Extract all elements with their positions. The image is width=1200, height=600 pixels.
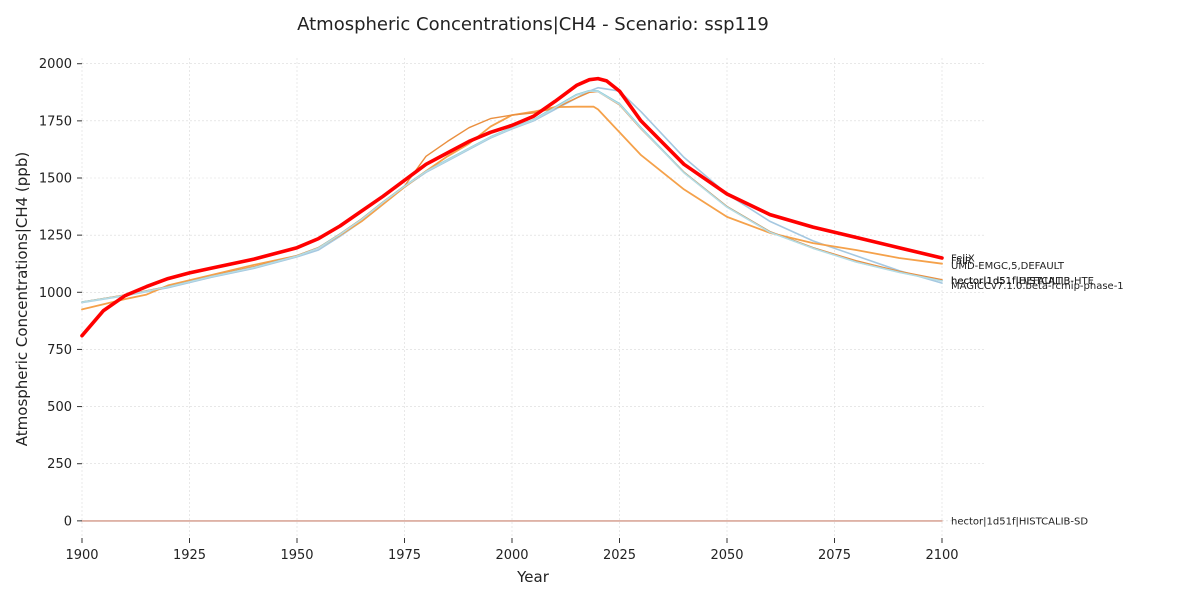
y-tick-label: 0 bbox=[64, 514, 72, 529]
y-tick-label: 500 bbox=[47, 400, 72, 415]
end-label: MAGICCv7.1.0.beta-rcmip-phase-1 bbox=[951, 281, 1124, 292]
x-tick-label: 1975 bbox=[388, 548, 421, 563]
end-label: FeliX bbox=[951, 254, 975, 265]
end-label: FaIR bbox=[951, 256, 972, 267]
x-axis-label: Year bbox=[516, 568, 550, 586]
x-tick-label: 1925 bbox=[173, 548, 206, 563]
x-tick-label: 2025 bbox=[603, 548, 636, 563]
y-tick-label: 750 bbox=[47, 343, 72, 358]
x-tick-label: 2050 bbox=[710, 548, 743, 563]
x-tick-label: 1900 bbox=[65, 548, 98, 563]
series-line-umd-emgc-5-default bbox=[81, 105, 943, 311]
x-tick-label: 2075 bbox=[818, 548, 851, 563]
x-axis: 1900 1925 1950 1975 2000 2025 2050 2075 2100 bbox=[65, 538, 959, 563]
grid bbox=[81, 58, 985, 538]
end-label: UMD-EMGC,5,DEFAULT bbox=[951, 261, 1065, 272]
y-tick-label: 2000 bbox=[39, 57, 72, 72]
y-tick-label: 1500 bbox=[39, 172, 72, 187]
y-tick-label: 1750 bbox=[39, 114, 72, 129]
chart-title: Atmospheric Concentrations|CH4 - Scenari… bbox=[297, 14, 769, 35]
y-tick-label: 1000 bbox=[39, 286, 72, 301]
series-lines bbox=[80, 76, 944, 522]
x-tick-label: 2100 bbox=[925, 548, 958, 563]
series-line-felix bbox=[80, 76, 944, 338]
end-label: hector|1d51f|DEFAULT bbox=[951, 276, 1063, 287]
end-label: hector|1d51f|HISTCALIB bbox=[951, 276, 1071, 287]
series-line-hector-1d51f-histcalib-hte bbox=[81, 90, 943, 303]
y-tick-label: 250 bbox=[47, 457, 72, 472]
y-tick-label: 1250 bbox=[39, 229, 72, 244]
end-label: hector|1d51f|HISTCALIB-HTE bbox=[951, 276, 1094, 287]
y-axis-label: Atmospheric Concentrations|CH4 (ppb) bbox=[13, 152, 31, 446]
x-tick-label: 1950 bbox=[280, 548, 313, 563]
x-tick-label: 2000 bbox=[495, 548, 528, 563]
y-axis: 0 250 500 750 1000 1250 1500 1750 2000 bbox=[39, 57, 82, 529]
end-label: hector|1d51f|HISTCALIB-SD bbox=[951, 516, 1088, 527]
